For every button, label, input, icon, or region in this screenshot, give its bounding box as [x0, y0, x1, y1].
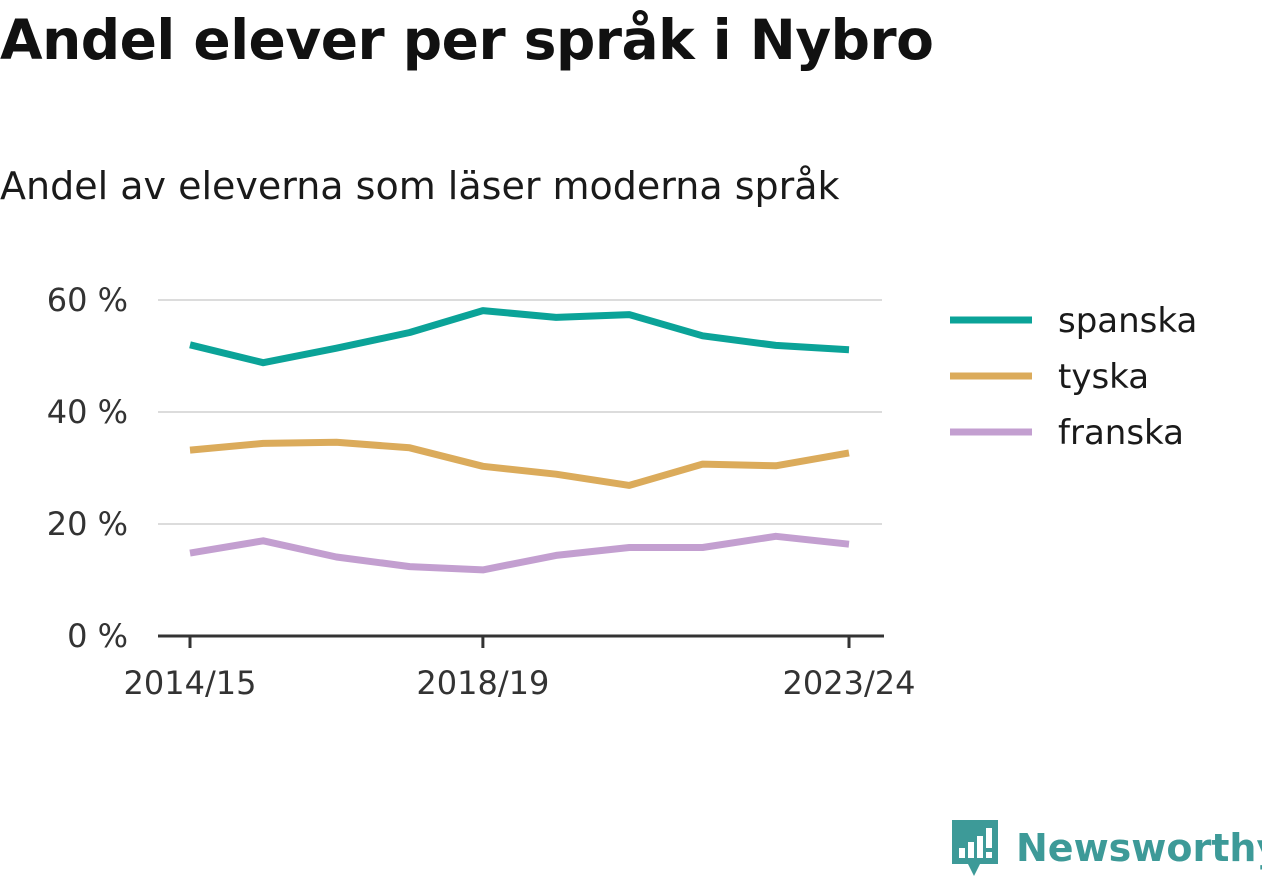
- legend-label-franska: franska: [1058, 413, 1184, 453]
- newsworthy-logo-icon: [952, 820, 998, 876]
- x-tick-label: 2023/24: [783, 664, 916, 702]
- series-lines: [189, 307, 850, 574]
- legend: spanska tyska franska: [950, 301, 1197, 453]
- series-line-tyska[interactable]: [189, 438, 850, 489]
- y-tick-label: 60 %: [47, 281, 128, 319]
- grid-lines: [158, 299, 882, 525]
- y-tick-label: 20 %: [47, 505, 128, 543]
- legend-label-spanska: spanska: [1058, 301, 1197, 341]
- y-tick-label: 0 %: [67, 617, 128, 655]
- chart-title: Andel elever per språk i Nybro: [0, 8, 934, 72]
- series-line-spanska[interactable]: [189, 307, 850, 367]
- x-tick-label: 2018/19: [416, 664, 549, 702]
- brand-name: Newsworthy: [1016, 826, 1262, 870]
- series-line-franska[interactable]: [189, 532, 850, 574]
- y-tick-label: 40 %: [47, 393, 128, 431]
- line-chart: 0 % 20 % 40 % 60 % 2014/15 2018/19 2023/24 spa…: [47, 281, 1198, 702]
- axes: 0 % 20 % 40 % 60 % 2014/15 2018/19 2023/24: [47, 281, 916, 702]
- chart-subtitle: Andel av eleverna som läser moderna språ…: [0, 164, 840, 208]
- x-tick-label: 2014/15: [124, 664, 257, 702]
- legend-label-tyska: tyska: [1058, 357, 1149, 397]
- newsworthy-brand[interactable]: Newsworthy: [950, 818, 1262, 878]
